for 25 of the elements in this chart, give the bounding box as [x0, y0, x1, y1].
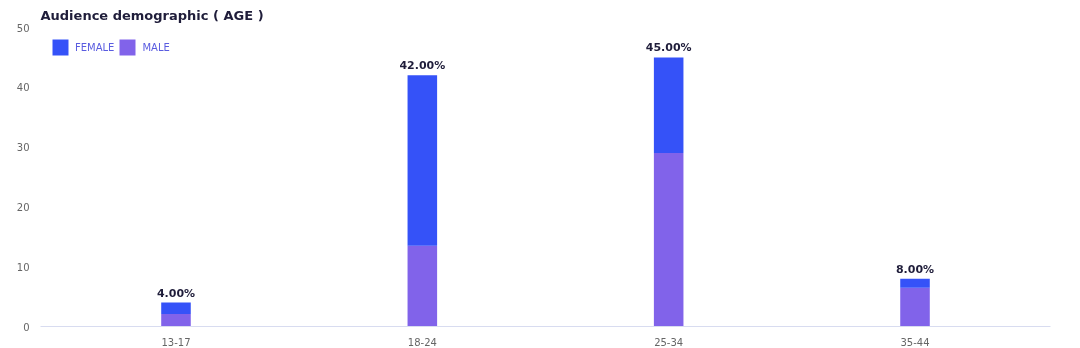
y-tick-label: 40 [16, 82, 30, 94]
legend-label: FEMALE [75, 41, 115, 53]
bar [653, 57, 684, 154]
x-tick-label: 13-17 [161, 336, 191, 348]
y-tick-label: 30 [16, 142, 30, 154]
y-tick-label: 10 [16, 261, 30, 273]
total-label: 4.00% [156, 286, 196, 300]
bar [900, 278, 930, 288]
total-label: 45.00% [645, 41, 692, 55]
bar [407, 245, 438, 327]
total-label: 8.00% [895, 262, 935, 276]
chart-title: Audience demographic ( AGE ) [40, 7, 264, 23]
bar [407, 75, 438, 246]
bar [653, 153, 684, 327]
y-tick-label: 50 [16, 22, 30, 34]
total-label: 42.00% [399, 59, 446, 73]
bar [161, 302, 191, 314]
x-tick-label: 25-34 [654, 336, 684, 348]
y-tick-label: 20 [16, 201, 30, 213]
x-tick-label: 18-24 [407, 336, 437, 348]
bar [900, 287, 930, 327]
x-tick-label: 35-44 [900, 336, 930, 348]
bar [161, 313, 191, 327]
y-tick-label: 0 [23, 321, 30, 333]
legend-label: MALE [142, 41, 170, 53]
